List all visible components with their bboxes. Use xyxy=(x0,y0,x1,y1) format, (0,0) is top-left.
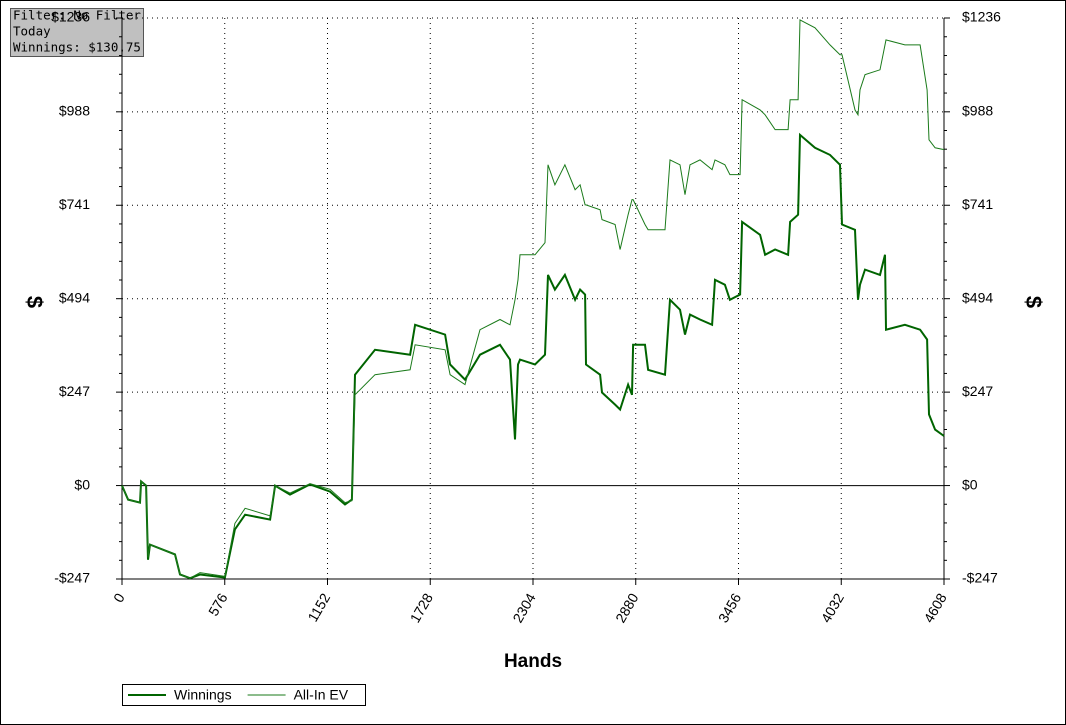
y2-tick-label: -$247 xyxy=(962,570,998,586)
y2-tick-label: $988 xyxy=(962,103,993,119)
y2-tick-label: $247 xyxy=(962,383,993,399)
legend-box xyxy=(122,684,366,706)
info-line: Filter: No Filter xyxy=(13,8,141,23)
series-line xyxy=(121,19,945,579)
y2-tick-label: $494 xyxy=(962,289,993,305)
y-tick-label: $988 xyxy=(59,103,90,119)
info-line: Today xyxy=(13,24,51,39)
y-tick-label: $0 xyxy=(74,476,90,492)
y-tick-label: $741 xyxy=(59,196,90,212)
y-tick-label: $1236 xyxy=(51,9,90,25)
y-tick-label: -$247 xyxy=(54,570,90,586)
y2-tick-label: $1236 xyxy=(962,9,1001,25)
info-line: Winnings: $130.75 xyxy=(13,40,141,55)
y2-axis-title: $ xyxy=(1021,296,1046,308)
legend-label: All-In EV xyxy=(294,687,349,703)
legend-label: Winnings xyxy=(174,687,232,703)
y2-tick-label: $741 xyxy=(962,196,993,212)
y2-tick-label: $0 xyxy=(962,476,978,492)
info-box-bg xyxy=(10,8,144,57)
x-axis-title: Hands xyxy=(504,651,562,672)
y-axis-title: $ xyxy=(22,296,47,308)
y-tick-label: $494 xyxy=(59,289,90,305)
y-tick-label: $247 xyxy=(59,383,90,399)
